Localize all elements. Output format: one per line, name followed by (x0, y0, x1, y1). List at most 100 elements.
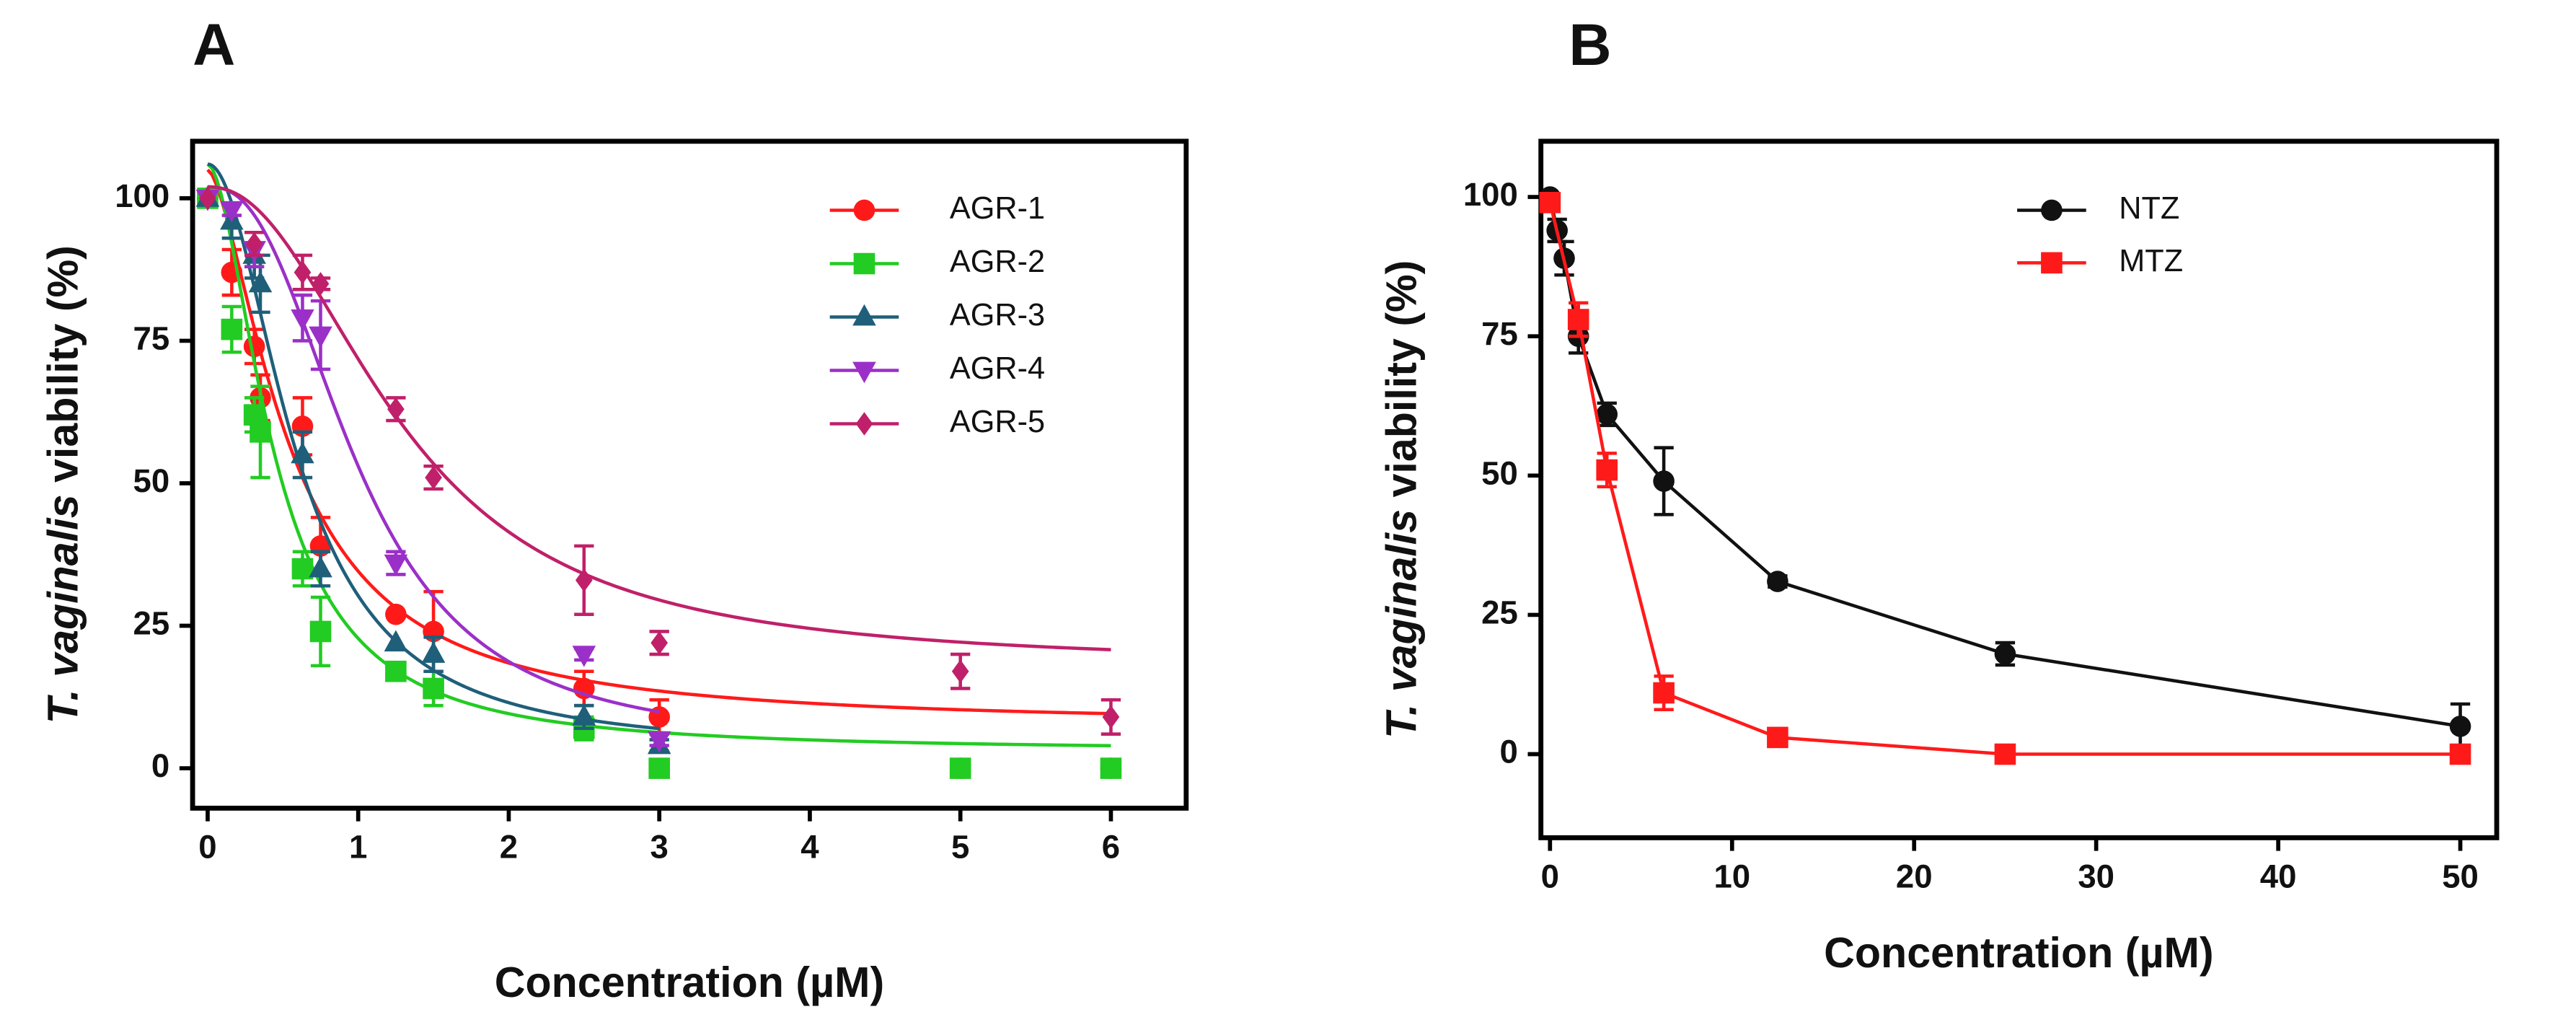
panel-label: A (193, 12, 235, 78)
y-axis-label-rest: viability (%) (1377, 260, 1425, 509)
marker (250, 421, 271, 443)
series (1539, 192, 2471, 765)
y-tick-label: 100 (115, 177, 169, 214)
marker (647, 731, 671, 753)
x-tick-label: 2 (500, 828, 518, 865)
x-tick-label: 1 (349, 828, 367, 865)
y-axis-label: T. vaginalis viability (%) (38, 245, 87, 723)
legend-marker (853, 252, 875, 275)
series (199, 185, 1121, 736)
y-tick-label: 75 (1481, 315, 1518, 352)
marker (384, 630, 408, 652)
fit-curve (207, 185, 660, 714)
marker (294, 260, 312, 284)
x-tick-label: 20 (1896, 858, 1933, 894)
x-tick-label: 5 (951, 828, 969, 865)
marker (1767, 571, 1788, 592)
marker (245, 232, 263, 256)
marker (385, 660, 407, 682)
marker (1102, 705, 1120, 729)
plot-frame (1538, 138, 2500, 840)
marker (309, 326, 332, 348)
marker (572, 704, 596, 726)
y-axis-label-rest: viability (%) (38, 245, 87, 494)
marker (2449, 743, 2471, 765)
marker (221, 318, 243, 340)
marker (387, 397, 405, 421)
x-tick-label: 4 (800, 828, 819, 865)
x-axis-label: Concentration (µM) (495, 958, 884, 1006)
x-tick-label: 0 (1541, 858, 1559, 894)
legend-label: AGR-2 (950, 245, 1045, 279)
marker (650, 630, 669, 655)
y-tick-label: 75 (133, 320, 170, 356)
marker (291, 309, 314, 331)
x-axis-label: Concentration (µM) (1824, 928, 2213, 977)
marker (1100, 757, 1122, 779)
legend-marker (852, 361, 876, 384)
y-tick-label: 25 (1481, 594, 1518, 630)
marker (423, 677, 444, 700)
fit-curve (207, 185, 1111, 651)
marker (309, 555, 332, 578)
y-tick-label: 50 (133, 462, 170, 499)
marker (220, 201, 244, 223)
x-tick-label: 40 (2260, 858, 2297, 894)
marker (572, 646, 596, 667)
marker (1653, 682, 1675, 704)
marker (1994, 643, 2016, 665)
marker (291, 441, 314, 464)
marker (309, 620, 332, 643)
legend-label: AGR-1 (950, 191, 1045, 226)
marker (1596, 459, 1618, 481)
y-tick-label: 0 (1499, 734, 1517, 770)
series (195, 162, 671, 755)
marker (385, 603, 407, 625)
marker (648, 757, 670, 779)
marker (425, 465, 442, 490)
legend-marker (852, 304, 876, 326)
marker (243, 335, 265, 358)
y-axis-label-italic: T. vaginalis (1377, 509, 1425, 739)
marker (1653, 470, 1675, 492)
legend-label: NTZ (2119, 191, 2179, 226)
x-tick-label: 50 (2442, 858, 2479, 894)
legend-marker (855, 412, 873, 436)
marker (949, 757, 971, 779)
marker (199, 186, 216, 211)
x-tick-label: 0 (198, 828, 216, 865)
marker (951, 659, 969, 684)
y-tick-label: 100 (1463, 176, 1518, 213)
marker (421, 641, 446, 663)
x-tick-label: 6 (1102, 828, 1120, 865)
line (1548, 202, 2461, 756)
x-tick-label: 10 (1713, 858, 1750, 894)
y-tick-label: 50 (1481, 454, 1518, 491)
marker (248, 270, 273, 293)
x-tick-label: 3 (650, 828, 669, 865)
legend-label: MTZ (2119, 244, 2183, 278)
series (1539, 186, 2471, 751)
marker (2449, 716, 2471, 737)
legend-label: AGR-5 (950, 405, 1045, 439)
plot-frame (190, 138, 1189, 811)
x-tick-label: 30 (2078, 858, 2114, 894)
marker (1994, 743, 2016, 765)
panel-label: B (1569, 12, 1611, 78)
y-axis-label-italic: T. vaginalis (38, 494, 87, 723)
marker (1567, 309, 1589, 330)
legend-label: AGR-3 (950, 298, 1045, 333)
legend-marker (2041, 199, 2063, 221)
legend-marker (853, 199, 875, 221)
legend-marker (2041, 252, 2063, 274)
marker (575, 568, 593, 592)
marker (312, 272, 330, 296)
y-tick-label: 0 (151, 747, 169, 784)
marker (384, 554, 408, 576)
y-tick-label: 25 (133, 605, 170, 642)
fit-curve (206, 168, 1111, 716)
marker (1767, 726, 1788, 749)
y-axis-label: T. vaginalis viability (%) (1377, 260, 1425, 739)
marker (1539, 192, 1561, 214)
